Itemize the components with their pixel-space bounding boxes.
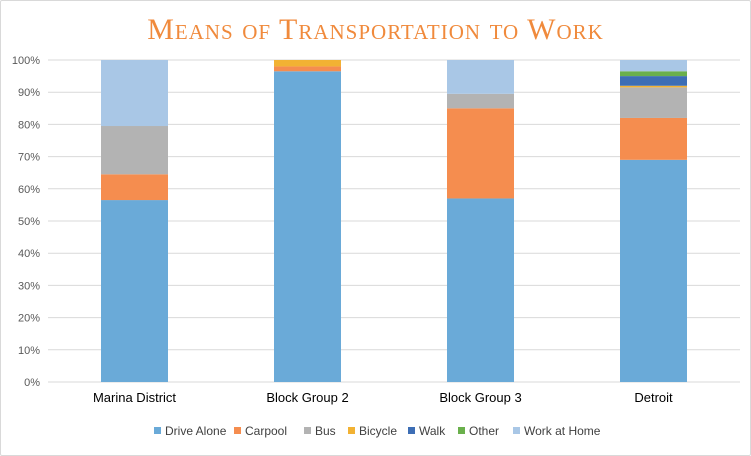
y-tick-label: 70% [18, 152, 40, 164]
bar-segment-drive-alone [447, 198, 514, 382]
legend-swatch [348, 427, 355, 434]
y-tick-label: 80% [18, 119, 40, 131]
x-category-label: Block Group 2 [266, 390, 348, 405]
y-tick-label: 10% [18, 345, 40, 357]
legend-label: Bus [315, 424, 336, 438]
y-tick-label: 30% [18, 280, 40, 292]
y-tick-label: 20% [18, 313, 40, 325]
legend-label: Other [469, 424, 499, 438]
legend-swatch [234, 427, 241, 434]
y-tick-label: 0% [24, 377, 40, 389]
bar-segment-drive-alone [274, 71, 341, 383]
legend-swatch [513, 427, 520, 434]
bar-segment-work-at-home [447, 60, 514, 94]
bar-segment-work-at-home [620, 60, 687, 72]
legend-label: Drive Alone [165, 424, 227, 438]
x-category-label: Block Group 3 [439, 390, 521, 405]
legend-swatch [458, 427, 465, 434]
legend-label: Carpool [245, 424, 287, 438]
y-tick-label: 60% [18, 184, 40, 196]
bar-segment-carpool [447, 108, 514, 199]
bar-segment-bicycle [274, 60, 341, 67]
y-tick-label: 50% [18, 216, 40, 228]
bar-segment-other [620, 71, 687, 77]
bar-segment-bicycle [620, 85, 687, 88]
bars [101, 60, 687, 383]
legend-swatch [408, 427, 415, 434]
bar-segment-work-at-home [101, 60, 168, 127]
x-category-label: Detroit [634, 390, 673, 405]
bar-segment-carpool [101, 174, 168, 201]
bar-segment-bus [447, 93, 514, 109]
legend-swatch [304, 427, 311, 434]
bar-segment-drive-alone [620, 159, 687, 382]
x-category-label: Marina District [93, 390, 176, 405]
bar-segment-bus [101, 126, 168, 175]
bar-segment-bus [620, 87, 687, 118]
x-axis-categories: Marina District Block Group 2 Block Group … [93, 390, 673, 405]
y-axis-ticks: 0% 10% 20% 30% 40% 50% 60% 70% 80% 90% 100% [12, 55, 40, 389]
legend-label: Bicycle [359, 424, 397, 438]
bar-segment-carpool [620, 117, 687, 160]
bar-segment-carpool [274, 66, 341, 72]
legend-label: Work at Home [524, 424, 601, 438]
bar-segment-drive-alone [101, 200, 168, 382]
y-tick-label: 100% [12, 55, 40, 67]
legend-swatch [154, 427, 161, 434]
y-tick-label: 40% [18, 248, 40, 260]
chart-title: Means of Transportation to Work [147, 13, 604, 46]
legend: Drive Alone Carpool Bus Bicycle Walk Other Wor… [154, 424, 601, 438]
legend-label: Walk [419, 424, 446, 438]
bar-segment-walk [620, 76, 687, 86]
y-tick-label: 90% [18, 87, 40, 99]
